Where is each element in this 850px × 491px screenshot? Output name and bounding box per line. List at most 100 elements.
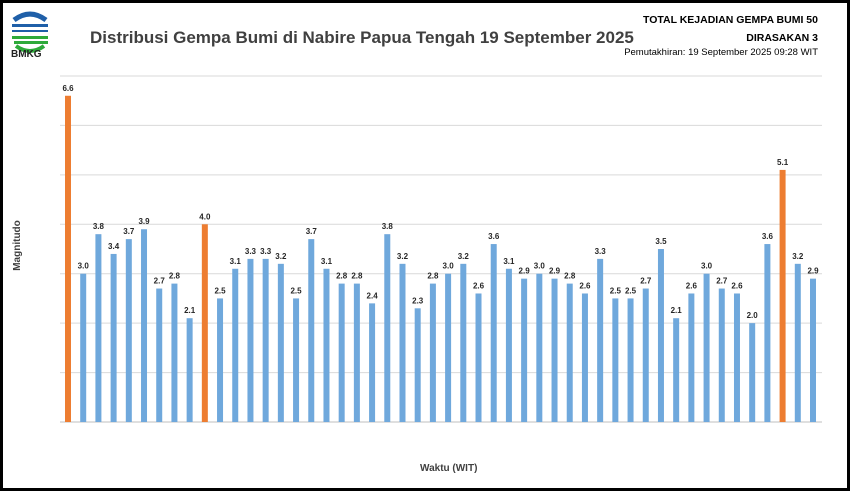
data-label: 3.8 — [93, 222, 105, 231]
bar — [794, 263, 801, 422]
bar — [399, 263, 406, 422]
bar — [323, 268, 330, 422]
data-label: 2.8 — [564, 272, 576, 281]
bar — [475, 293, 482, 422]
data-label: 2.7 — [640, 277, 652, 286]
bar — [338, 283, 345, 422]
bar — [581, 293, 588, 422]
data-label: 2.5 — [610, 286, 622, 295]
data-label: 3.9 — [138, 217, 150, 226]
data-label: 4.0 — [199, 212, 211, 221]
data-label: 2.7 — [154, 277, 166, 286]
bar — [551, 278, 558, 422]
data-label: 2.3 — [412, 296, 424, 305]
data-label: 2.1 — [184, 306, 196, 315]
bar — [217, 298, 224, 422]
data-label: 2.8 — [351, 272, 363, 281]
bar — [429, 283, 436, 422]
data-label: 2.9 — [549, 267, 561, 276]
data-label: 3.2 — [792, 252, 804, 261]
data-label: 3.2 — [275, 252, 287, 261]
bar — [779, 169, 786, 422]
bar — [141, 229, 148, 422]
data-label: 2.7 — [716, 277, 728, 286]
bar — [414, 308, 421, 422]
bar — [262, 258, 269, 422]
bar — [65, 95, 71, 423]
data-label: 3.8 — [382, 222, 394, 231]
data-label: 3.6 — [762, 232, 774, 241]
data-label: 3.2 — [458, 252, 470, 261]
bar — [369, 303, 376, 422]
total-events: TOTAL KEJADIAN GEMPA BUMI 50 — [642, 14, 818, 26]
bar — [460, 263, 467, 422]
data-label: 5.1 — [777, 158, 789, 167]
bar — [733, 293, 740, 422]
bar — [505, 268, 512, 422]
data-label: 3.3 — [595, 247, 607, 256]
felt-count: DIRASAKAN 3 — [746, 32, 818, 44]
data-label: 2.8 — [427, 272, 439, 281]
bar — [384, 234, 391, 422]
data-label: 2.0 — [747, 311, 759, 320]
data-label: 3.1 — [230, 257, 242, 266]
bar — [232, 268, 239, 422]
bar — [536, 273, 543, 422]
bar — [201, 224, 208, 422]
bar — [718, 288, 725, 422]
chart-title: Distribusi Gempa Bumi di Nabire Papua Te… — [90, 28, 634, 47]
data-label: 2.8 — [169, 272, 181, 281]
bar — [308, 239, 315, 422]
bar — [673, 318, 680, 422]
data-label: 2.4 — [367, 291, 379, 300]
data-label: 3.0 — [701, 262, 713, 271]
data-label: 2.5 — [625, 286, 637, 295]
data-label: 2.6 — [686, 281, 698, 290]
data-label: 3.3 — [245, 247, 257, 256]
data-label: 3.7 — [123, 227, 135, 236]
data-label: 3.1 — [503, 257, 515, 266]
data-label: 2.5 — [290, 286, 302, 295]
data-label: 2.6 — [579, 281, 591, 290]
bar — [627, 298, 634, 422]
bar — [171, 283, 178, 422]
bar — [642, 288, 649, 422]
data-label: 3.1 — [321, 257, 333, 266]
bar — [749, 323, 756, 422]
data-label: 2.1 — [671, 306, 683, 315]
data-label: 3.2 — [397, 252, 409, 261]
bar — [110, 253, 117, 422]
bar — [353, 283, 360, 422]
bar — [80, 273, 87, 422]
data-label: 2.6 — [731, 281, 743, 290]
bar — [293, 298, 300, 422]
bar — [521, 278, 528, 422]
bar — [566, 283, 573, 422]
bar — [277, 263, 284, 422]
data-label: 3.6 — [488, 232, 500, 241]
bar — [156, 288, 163, 422]
data-label: 2.9 — [807, 267, 819, 276]
data-label: 2.8 — [336, 272, 348, 281]
bar — [810, 278, 816, 422]
data-label: 3.0 — [78, 262, 90, 271]
logo-text: BMKG — [11, 49, 42, 60]
bar — [445, 273, 452, 422]
data-label: 3.0 — [443, 262, 455, 271]
bar — [688, 293, 695, 422]
bar — [764, 244, 771, 422]
data-label: 2.6 — [473, 281, 485, 290]
bar — [490, 244, 497, 422]
data-label: 3.7 — [306, 227, 318, 236]
bar — [186, 318, 193, 422]
bar — [125, 239, 132, 422]
bar — [247, 258, 254, 422]
bar — [612, 298, 619, 422]
data-label: 2.9 — [519, 267, 531, 276]
data-label: 2.5 — [214, 286, 226, 295]
data-label: 3.5 — [655, 237, 667, 246]
bar — [657, 249, 664, 422]
data-label: 3.0 — [534, 262, 546, 271]
data-label: 3.4 — [108, 242, 120, 251]
